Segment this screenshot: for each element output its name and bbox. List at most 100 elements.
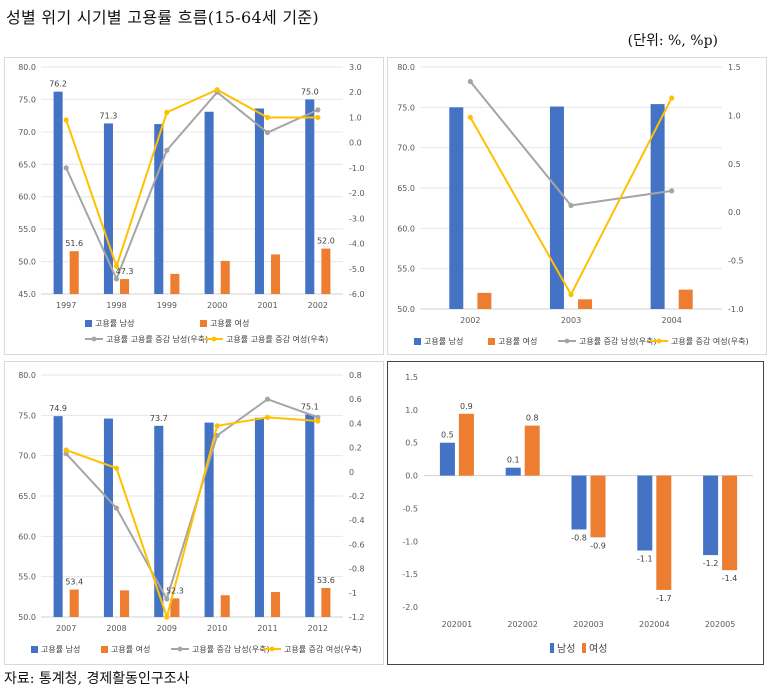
- x-tick-label: 2003: [561, 316, 581, 325]
- legend-male-swatch: [414, 338, 421, 345]
- line-female-change: [65, 88, 318, 270]
- point-female-change: [63, 117, 69, 123]
- y-tick-label: 55.0: [397, 265, 415, 274]
- y-tick-label: -1.5: [402, 570, 418, 579]
- point-female-change: [264, 414, 271, 420]
- point-female-change: [164, 109, 170, 115]
- line-male-change: [65, 398, 319, 602]
- legend-female-change-marker: [656, 338, 662, 344]
- point-female-change: [669, 95, 675, 101]
- data-label: 53.4: [65, 578, 83, 587]
- data-label: 53.6: [317, 576, 335, 585]
- bar-male: [703, 475, 719, 556]
- point-male-change: [164, 596, 170, 602]
- chart-panel-2007: 50.0 55.0 60.0 65.0 70.0 75.0 80.0 -1.2 -1 -0.8 -0…: [4, 361, 384, 665]
- point-male-change: [315, 107, 321, 113]
- bar-male: [549, 106, 564, 309]
- y2-tick-label: 0.0: [349, 139, 362, 148]
- y-tick-label: 60.0: [18, 532, 36, 541]
- bar-male: [305, 414, 315, 617]
- y2-tick-label: 0.5: [728, 160, 741, 169]
- legend-male-swatch: [550, 643, 554, 653]
- x-tick-label: 2001: [257, 301, 277, 310]
- legend-male-swatch: [85, 320, 92, 327]
- data-label: -1.7: [656, 594, 672, 603]
- chart-1997-2002: 45.0 50.0 55.0 60.0 65.0 70.0 75.0 80.0 -6.0 -5.0…: [18, 63, 365, 344]
- x-tick-label: 2008: [106, 624, 126, 633]
- unit-label: (단위: %, %p): [627, 33, 718, 49]
- bar-male: [103, 123, 113, 294]
- y2-tick-label: -5.0: [349, 265, 365, 274]
- point-male-change: [264, 396, 271, 402]
- y-tick-label: 65.0: [18, 492, 36, 501]
- x-tick-label: 2009: [157, 624, 177, 633]
- y2-tick-label: 0.8: [349, 371, 362, 380]
- y-tick-label: 80.0: [18, 63, 36, 72]
- x-tick-label: 1999: [157, 301, 177, 310]
- y2-tick-label: -1: [349, 589, 357, 598]
- y2-tick-label: -1.2: [349, 613, 365, 622]
- data-label: -1.2: [703, 559, 719, 568]
- data-label: 74.9: [49, 404, 67, 413]
- y-tick-label: 65.0: [397, 184, 415, 193]
- legend-male-label: 고용률 남성: [41, 645, 80, 654]
- bar-female: [321, 248, 331, 294]
- legend-male-change-marker: [91, 336, 97, 342]
- legend-female-label: 여성: [589, 643, 607, 655]
- legend-female-swatch: [488, 338, 495, 345]
- legend-female-change-marker: [269, 646, 275, 652]
- x-tick-label: 202001: [442, 620, 473, 629]
- bar-female: [69, 251, 79, 294]
- y-tick-label: 75.0: [18, 95, 36, 104]
- bar-male: [505, 467, 521, 476]
- bar-female: [590, 475, 606, 538]
- point-female-change: [315, 418, 321, 424]
- y2-tick-label: -0.5: [728, 257, 744, 266]
- x-tick-label: 2012: [308, 624, 328, 633]
- data-label: 0.8: [526, 414, 539, 423]
- y2-tick-label: -1.0: [728, 305, 744, 314]
- data-label: -1.1: [637, 554, 653, 563]
- y-tick-label: 70.0: [397, 144, 415, 153]
- y-tick-label: 1.5: [405, 373, 418, 382]
- y-tick-label: 1.0: [405, 406, 418, 415]
- legend-male-change-label: 고용률 고용률 증감 남성(우축): [106, 334, 208, 344]
- bar-male: [204, 111, 214, 294]
- point-female-change: [264, 114, 271, 121]
- point-female-change: [214, 423, 220, 429]
- bar-female: [220, 595, 230, 617]
- bar-male: [103, 418, 113, 617]
- data-label: 75.0: [301, 87, 319, 96]
- bar-female: [477, 292, 492, 309]
- bar-male: [439, 442, 455, 476]
- y-tick-label: 55.0: [18, 225, 36, 234]
- data-label: 52.3: [166, 586, 184, 595]
- y2-tick-label: -2.0: [349, 189, 365, 198]
- x-tick-label: 1997: [56, 301, 76, 310]
- x-tick-label: 2000: [207, 301, 227, 310]
- bar-female: [69, 589, 79, 617]
- legend-female-label: 고용률 여성: [111, 644, 150, 654]
- y2-tick-label: 0.0: [728, 208, 741, 217]
- legend-female-change-label: 고용률 고용률 증감 여성(우축): [226, 334, 328, 344]
- data-label: -1.4: [722, 574, 738, 583]
- y-tick-label: 70.0: [18, 452, 36, 461]
- bar-male: [204, 422, 214, 617]
- y2-tick-label: -3.0: [349, 214, 365, 223]
- y-tick-label: 60.0: [18, 193, 36, 202]
- y2-tick-label: -4.0: [349, 240, 365, 249]
- y-tick-label: 45.0: [18, 290, 36, 299]
- y2-tick-label: 0: [349, 468, 354, 477]
- point-male-change: [264, 129, 271, 136]
- legend-male-change-marker: [564, 338, 570, 344]
- y2-tick-label: 1.0: [728, 111, 741, 120]
- bar-male: [571, 475, 587, 530]
- y-tick-label: -0.5: [402, 504, 418, 513]
- bar-female: [458, 413, 474, 476]
- point-male-change: [63, 451, 69, 457]
- bar-male: [305, 99, 315, 294]
- page-title: 성별 위기 시기별 고용률 흐름(15-64세 기준): [6, 8, 319, 27]
- y2-tick-label: 0.2: [349, 444, 362, 453]
- legend-male-label: 남성: [557, 643, 575, 655]
- x-tick-label: 2010: [207, 624, 227, 633]
